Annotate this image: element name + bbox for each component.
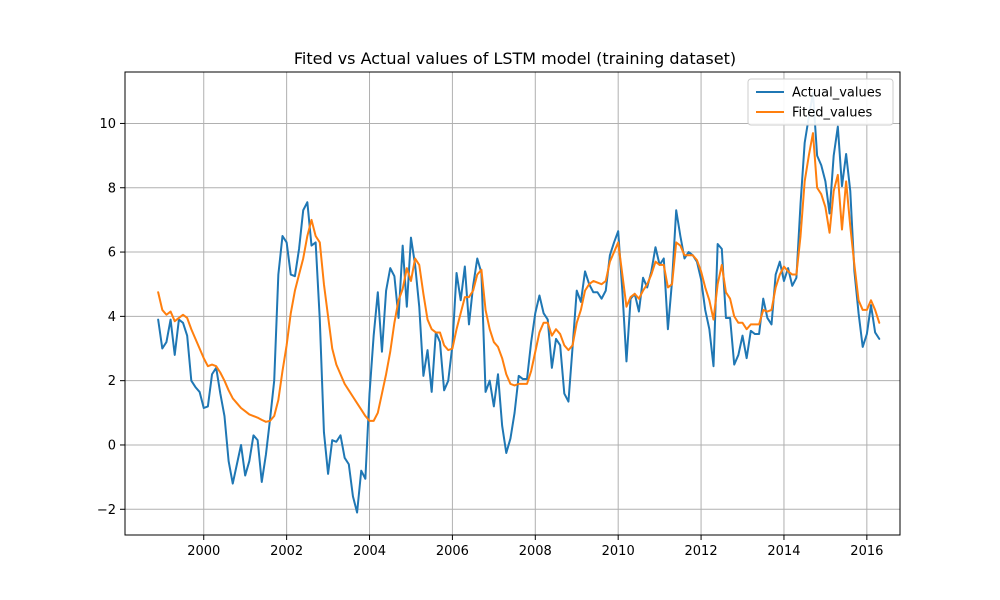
- chart-title: Fited vs Actual values of LSTM model (tr…: [294, 49, 736, 68]
- x-tick-label: 2008: [519, 544, 552, 559]
- series-line-fited-values: [157, 132, 881, 423]
- axis-ticks: 2000 2002 2004 2006 2008 2010 2012 2014 2016 −2 0 2…: [97, 117, 884, 559]
- y-tick-label: −2: [97, 503, 116, 518]
- y-tick-label: 8: [108, 181, 116, 196]
- x-tick-label: 2012: [685, 544, 718, 559]
- x-tick-label: 2016: [850, 544, 883, 559]
- y-tick-label: 6: [108, 246, 116, 261]
- x-tick-label: 2014: [767, 544, 800, 559]
- x-tick-label: 2000: [187, 544, 220, 559]
- y-tick-label: 4: [108, 310, 116, 325]
- series-line-actual-values: [157, 91, 881, 514]
- plot-area-frame: [124, 71, 901, 536]
- legend-label-actual-values: Actual_values: [792, 86, 882, 101]
- x-tick-label: 2006: [436, 544, 469, 559]
- y-tick-label: 0: [108, 438, 116, 453]
- y-tick-label: 2: [108, 374, 116, 389]
- grid: [125, 72, 900, 535]
- series-layer: [157, 91, 881, 514]
- legend: Actual_values Fited_values: [747, 78, 894, 126]
- x-tick-label: 2002: [270, 544, 303, 559]
- x-tick-label: 2004: [353, 544, 386, 559]
- legend-label-fited-values: Fited_values: [792, 106, 872, 121]
- legend-box: [747, 78, 894, 126]
- x-tick-label: 2010: [602, 544, 635, 559]
- y-tick-label: 10: [99, 117, 116, 132]
